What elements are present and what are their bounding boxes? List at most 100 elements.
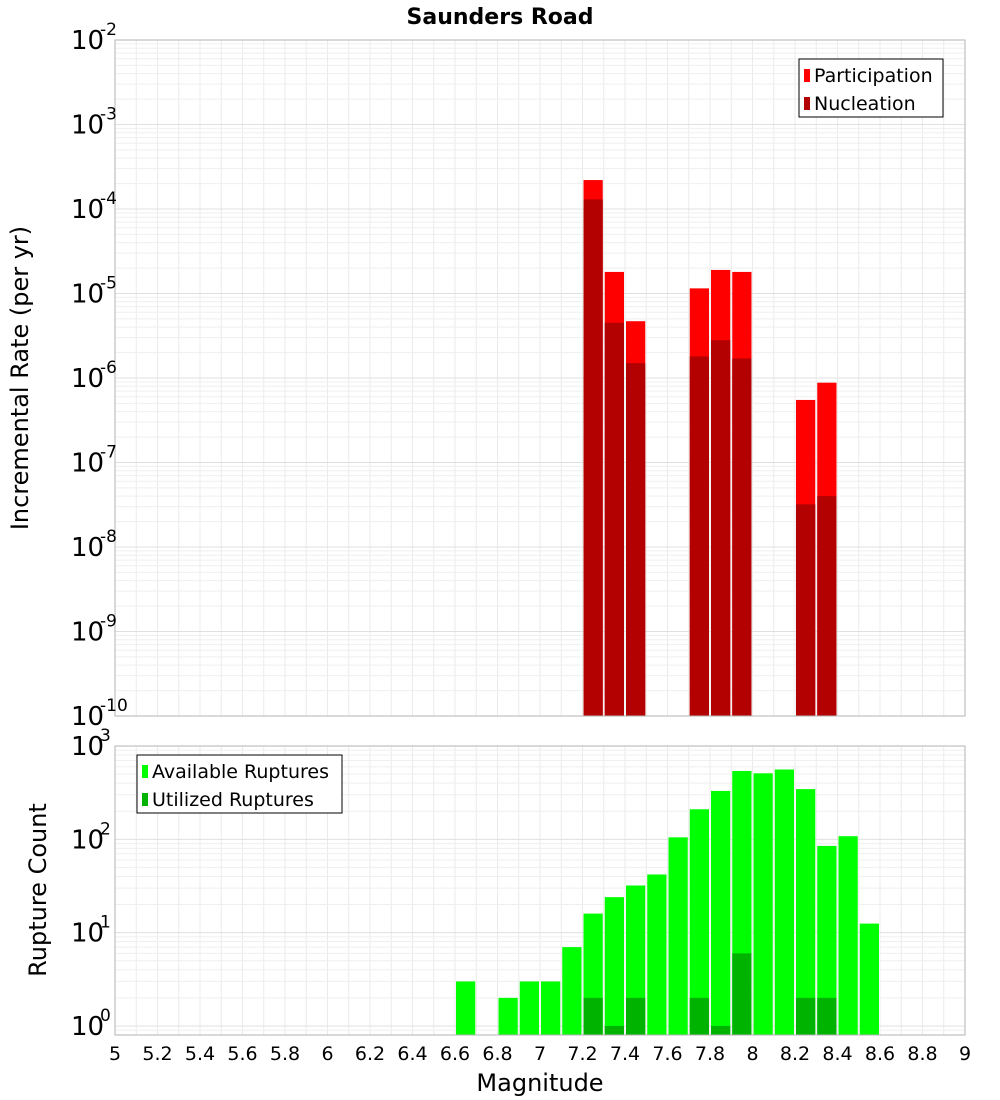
bottom-legend: Available Ruptures Utilized Ruptures — [136, 754, 343, 814]
bar-secondary — [626, 997, 646, 1035]
bar-secondary — [604, 322, 624, 716]
x-tick-label: 7.4 — [610, 1043, 640, 1065]
bar-secondary — [732, 953, 752, 1035]
x-tick-label: 9 — [959, 1043, 971, 1065]
x-tick-label: 6.4 — [397, 1043, 427, 1065]
y-tick-label: 10-7 — [71, 443, 117, 479]
y-tick-exponent: 1 — [100, 913, 111, 933]
top-grid — [114, 39, 966, 717]
y-tick-label: 10-9 — [71, 612, 117, 648]
y-tick-label: 10-4 — [71, 189, 117, 225]
bar-primary — [541, 981, 561, 1035]
bar-secondary — [817, 997, 837, 1035]
top-y-axis-label: Incremental Rate (per yr) — [6, 226, 34, 530]
legend-swatch — [804, 69, 810, 82]
y-tick-base: 10 — [71, 364, 104, 394]
y-tick-base: 10 — [71, 195, 104, 225]
bar-secondary — [583, 997, 603, 1035]
x-tick-label: 5.4 — [185, 1043, 215, 1065]
top-plot-frame — [114, 39, 966, 717]
bar-secondary — [732, 358, 752, 716]
y-tick-exponent: -10 — [100, 696, 128, 716]
y-tick-base: 10 — [71, 825, 104, 855]
legend-box — [798, 58, 944, 118]
bar-primary — [456, 981, 476, 1035]
legend-box — [136, 754, 343, 814]
bar-primary — [519, 981, 539, 1035]
y-tick-exponent: 3 — [100, 726, 111, 746]
bar-secondary — [711, 1025, 731, 1035]
top-legend: Participation Nucleation — [798, 58, 944, 118]
top-bars — [583, 180, 837, 717]
x-tick-label: 7.8 — [695, 1043, 725, 1065]
y-tick-exponent: 2 — [100, 819, 111, 839]
legend-swatch — [804, 97, 810, 110]
y-tick-base: 10 — [71, 919, 104, 949]
x-tick-label: 7.2 — [567, 1043, 597, 1065]
y-tick-base: 10 — [71, 449, 104, 479]
bar-secondary — [689, 997, 709, 1035]
bottom-plot-frame — [114, 745, 966, 1036]
chart-title: Saunders Road — [407, 5, 594, 30]
x-tick-label: 8.2 — [780, 1043, 810, 1065]
y-tick-label: 103 — [71, 726, 111, 762]
x-tick-label: 6.8 — [482, 1043, 512, 1065]
bar-primary — [498, 997, 518, 1035]
x-tick-label: 8.4 — [822, 1043, 852, 1065]
legend-swatch — [142, 765, 148, 778]
x-tick-label: 5.8 — [270, 1043, 300, 1065]
x-tick-label: 7 — [534, 1043, 546, 1065]
bar-primary — [838, 836, 858, 1035]
bar-primary — [711, 790, 731, 1035]
y-tick-exponent: -9 — [100, 612, 117, 632]
y-tick-exponent: -4 — [100, 189, 117, 209]
y-tick-base: 10 — [71, 26, 104, 56]
y-tick-label: 10-2 — [71, 20, 117, 56]
bar-primary — [689, 809, 709, 1035]
x-tick-label: 8 — [746, 1043, 758, 1065]
y-tick-label: 102 — [71, 819, 111, 855]
y-tick-label: 10-3 — [71, 105, 117, 141]
bar-primary — [562, 947, 582, 1035]
x-tick-label: 7.6 — [652, 1043, 682, 1065]
y-tick-exponent: -8 — [100, 527, 117, 547]
bar-secondary — [583, 199, 603, 717]
y-tick-base: 10 — [71, 280, 104, 310]
x-tick-label: 6.2 — [355, 1043, 385, 1065]
bottom-y-axis-label: Rupture Count — [24, 803, 52, 977]
x-axis-label: Magnitude — [476, 1069, 603, 1097]
y-tick-label: 10-6 — [71, 358, 117, 394]
y-tick-exponent: 0 — [100, 1006, 111, 1026]
bar-secondary — [796, 997, 816, 1035]
y-tick-base: 10 — [71, 702, 104, 732]
y-tick-exponent: -7 — [100, 443, 117, 463]
x-tick-label: 5 — [109, 1043, 121, 1065]
y-tick-base: 10 — [71, 533, 104, 563]
y-tick-base: 10 — [71, 618, 104, 648]
y-tick-label: 10-5 — [71, 274, 117, 310]
bar-primary — [774, 769, 794, 1035]
legend-label: Utilized Ruptures — [152, 789, 314, 811]
y-tick-exponent: -6 — [100, 358, 117, 378]
y-tick-exponent: -2 — [100, 20, 117, 40]
bar-primary — [604, 897, 624, 1035]
bar-primary — [753, 773, 773, 1035]
legend-label: Available Ruptures — [152, 761, 329, 783]
x-tick-label: 6.6 — [440, 1043, 470, 1065]
y-tick-base: 10 — [71, 732, 104, 762]
bar-secondary — [604, 1025, 624, 1035]
bar-secondary — [796, 504, 816, 716]
bar-secondary — [689, 356, 709, 716]
y-tick-base: 10 — [71, 1012, 104, 1042]
x-tick-label: 5.2 — [142, 1043, 172, 1065]
y-tick-label: 10-10 — [71, 696, 128, 732]
legend-swatch — [142, 793, 148, 806]
bar-primary — [859, 923, 879, 1035]
y-tick-label: 101 — [71, 913, 111, 949]
bar-primary — [817, 845, 837, 1035]
x-tick-labels: 5 5.2 5.4 5.6 5.8 6 6.2 6.4 6.6 6.8 7 7.2 7.4 7.6 7.8 8… — [109, 1043, 971, 1065]
y-tick-base: 10 — [71, 111, 104, 141]
